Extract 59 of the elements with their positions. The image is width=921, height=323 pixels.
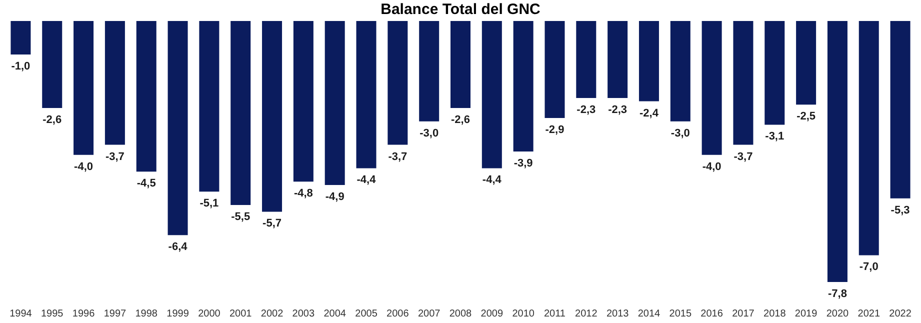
data-label: -4,0 — [702, 160, 722, 173]
x-tick-label: 2013 — [606, 308, 630, 320]
data-label: -3,7 — [105, 150, 124, 163]
x-tick-label: 2021 — [858, 308, 880, 320]
x-tick-label: 2001 — [229, 308, 252, 320]
data-label: -6,4 — [168, 241, 188, 254]
data-label: -3,7 — [388, 150, 408, 163]
x-tick-label: 2014 — [638, 308, 661, 320]
x-tick-label: 2007 — [418, 308, 441, 320]
data-label: -3,7 — [734, 150, 753, 163]
x-tick-label: 1994 — [10, 308, 32, 320]
x-tick-label: 1998 — [135, 308, 158, 320]
chart-title: Balance Total del GNC — [380, 1, 541, 18]
x-tick-label: 2018 — [764, 308, 786, 320]
x-tick-label: 1997 — [104, 308, 127, 320]
data-label: -3,9 — [514, 158, 533, 170]
x-tick-label: 2011 — [544, 308, 566, 320]
x-tick-label: 2010 — [512, 308, 535, 320]
x-tick-label: 2008 — [449, 308, 472, 320]
x-tick-label: 2012 — [575, 308, 598, 320]
data-label: -4,4 — [482, 174, 502, 186]
data-label: -5,1 — [200, 198, 219, 210]
data-label: -4,9 — [325, 190, 344, 203]
data-label: -2,5 — [796, 110, 816, 123]
data-label: -3,0 — [670, 127, 690, 140]
x-tick-label: 1996 — [72, 308, 96, 320]
data-label: -2,9 — [545, 124, 564, 136]
data-label: -2,6 — [42, 114, 62, 126]
data-label: -5,5 — [231, 211, 250, 224]
data-label: -4,0 — [74, 160, 94, 173]
x-tick-label: 1995 — [40, 308, 64, 320]
x-tick-label: 2022 — [889, 308, 912, 320]
x-tick-label: 2006 — [386, 308, 410, 320]
x-tick-label: 2003 — [292, 308, 315, 320]
x-tick-label: 2019 — [794, 308, 818, 320]
x-tick-label: 2002 — [260, 308, 284, 320]
x-tick-label: 2020 — [826, 308, 850, 320]
data-label: -4,4 — [356, 174, 377, 186]
data-label: -2,3 — [608, 104, 628, 116]
x-tick-label: 2000 — [198, 308, 221, 320]
x-tick-label: 2009 — [480, 308, 504, 320]
data-label: -7,8 — [828, 288, 847, 300]
x-tick-label: 2015 — [669, 308, 692, 320]
data-label: -2,3 — [576, 104, 596, 116]
data-label: -4,8 — [294, 188, 313, 200]
data-label: -5,7 — [262, 218, 282, 230]
x-tick-label: 2016 — [700, 308, 724, 320]
data-label: -5,3 — [890, 204, 910, 216]
x-tick-label: 2004 — [324, 308, 346, 320]
data-label: -3,1 — [765, 130, 784, 143]
x-tick-label: 2017 — [732, 308, 755, 320]
data-label: -1,0 — [11, 60, 30, 72]
data-label: -4,5 — [136, 178, 156, 190]
x-tick-label: 2005 — [355, 308, 378, 320]
x-tick-label: 1999 — [166, 308, 190, 320]
data-label: -2,4 — [640, 107, 660, 120]
data-label: -3,0 — [420, 127, 439, 140]
data-label: -7,0 — [859, 261, 878, 274]
data-label: -2,6 — [451, 114, 470, 126]
